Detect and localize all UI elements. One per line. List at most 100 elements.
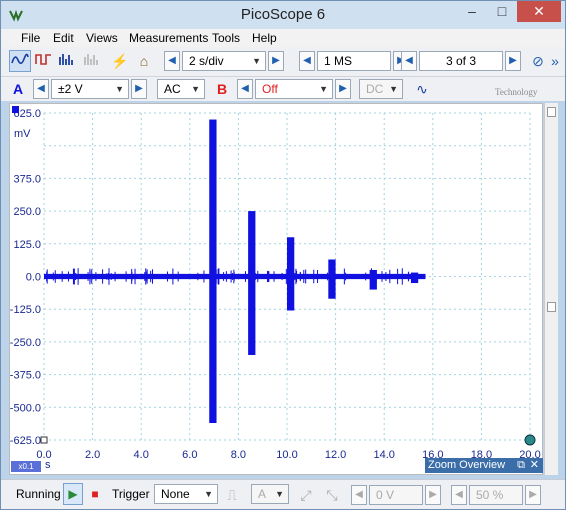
play-button[interactable]: ▶	[63, 483, 83, 505]
pretrigger-increase[interactable]: ▶	[525, 485, 541, 505]
x-tick-label: 2.0	[85, 449, 100, 461]
status-bar: Running ▶ ■ Trigger None ▼ ⎍ A ▼ ⤢ ⤡ ◀ 0 V…	[1, 479, 565, 509]
close-button[interactable]: ✕	[517, 1, 561, 22]
chevron-down-icon: ▼	[252, 56, 261, 66]
channel-a-coupling-select[interactable]: AC ▼	[157, 79, 205, 99]
zoom-overview-bar[interactable]: Zoom Overview ⧉ ✕	[425, 458, 543, 473]
y-tick-label: 625.0	[13, 108, 41, 120]
x-tick-label: 12.0	[325, 449, 346, 461]
channel-b-range-decrease[interactable]: ◀	[237, 79, 253, 99]
waveform-burst	[248, 211, 256, 355]
x-unit-label: s	[45, 459, 51, 471]
minimize-button[interactable]: –	[468, 3, 476, 19]
trigger-label: Trigger	[112, 487, 150, 501]
samples-decrease-arrow[interactable]: ◀	[299, 51, 315, 71]
auto-setup-icon[interactable]: ⚡	[111, 53, 129, 69]
menu-measurements[interactable]: Measurements	[129, 31, 209, 45]
channel-b-coupling-select[interactable]: DC ▼	[359, 79, 403, 99]
close-icon[interactable]: ✕	[529, 459, 539, 471]
scroll-middle-handle[interactable]	[547, 302, 556, 312]
channel-a-range-increase[interactable]: ▶	[131, 79, 147, 99]
threshold-field[interactable]: 0 V	[369, 485, 423, 505]
channel-a-range-decrease[interactable]: ◀	[33, 79, 49, 99]
y-tick-label: 125.0	[13, 239, 41, 251]
scope-mode-icon[interactable]	[9, 50, 31, 72]
waveform-burst	[369, 269, 377, 290]
threshold-decrease[interactable]: ◀	[351, 485, 367, 505]
timebase-increase-arrow[interactable]: ▶	[268, 51, 284, 71]
zoom-overview-label: Zoom Overview	[428, 459, 506, 471]
menu-file[interactable]: File	[21, 31, 41, 45]
x-tick-label: 8.0	[231, 449, 246, 461]
chevron-down-icon: ▼	[115, 84, 124, 94]
oscilloscope-plot[interactable]: 0.0 2.0 4.0 6.0 8.0 10.0 12.0 14.0 16.0 18.0 20.0 6…	[9, 103, 543, 475]
y-tick-label: -625.0	[10, 435, 41, 447]
channel-b-range-select[interactable]: Off ▼	[255, 79, 333, 99]
more-arrow[interactable]: »	[551, 53, 559, 69]
buffer-prev-arrow[interactable]: ◀	[401, 51, 417, 71]
waveform-burst	[287, 237, 295, 311]
signal-generator-icon[interactable]: ∿	[416, 81, 428, 97]
channel-a-coupling: AC	[164, 82, 181, 96]
stop-button[interactable]: ■	[91, 487, 99, 501]
menu-bar: File Edit Views Measurements Tools Help	[1, 29, 565, 47]
maximize-button[interactable]: □	[497, 3, 507, 19]
zoom-origin-handle	[40, 436, 48, 444]
y-tick-label: 250.0	[13, 206, 41, 218]
channel-b-label[interactable]: B	[216, 81, 228, 97]
x-tick-label: 14.0	[373, 449, 394, 461]
waveform-chart: 0.0 2.0 4.0 6.0 8.0 10.0 12.0 14.0 16.0 18.0 20.06…	[10, 106, 541, 461]
samples-select[interactable]: 1 MS	[317, 51, 391, 71]
x-tick-label: 10.0	[276, 449, 297, 461]
default-setup-icon[interactable]: ⌂	[139, 53, 149, 69]
threshold-value: 0 V	[376, 488, 395, 502]
waveform-burst	[410, 272, 419, 284]
buffer-next-arrow[interactable]: ▶	[505, 51, 521, 71]
pretrigger-decrease[interactable]: ◀	[451, 485, 467, 505]
spectrum-mode-icon[interactable]	[56, 50, 78, 72]
menu-tools[interactable]: Tools	[212, 31, 241, 45]
falling-edge-icon[interactable]: ⤡	[326, 487, 338, 503]
y-tick-label: -250.0	[10, 337, 41, 349]
x-tick-label: 4.0	[134, 449, 149, 461]
buffer-value: 3 of 3	[445, 54, 477, 68]
y-tick-label: -375.0	[10, 370, 41, 382]
scroll-top-handle[interactable]	[547, 107, 556, 117]
channel-toolbar: A ◀ ±2 V ▼ ▶ AC ▼ B ◀ Off ▼ ▶ DC ▼ ∿ Technol…	[1, 77, 565, 101]
rising-edge-icon[interactable]: ⤢	[300, 487, 312, 503]
chevron-down-icon: ▼	[389, 84, 398, 94]
pico-logo-text: Technology	[495, 87, 538, 97]
threshold-increase[interactable]: ▶	[425, 485, 441, 505]
y-tick-label: -500.0	[10, 402, 41, 414]
trigger-edge-icon[interactable]: ⎍	[227, 487, 237, 503]
channel-a-range: ±2 V	[58, 82, 83, 96]
main-toolbar: ⚡ ⌂ ◀ 2 s/div▼ ▶ ◀ 1 MS ▶ ◀ 3 of 3 ▶ ⊘ »	[1, 47, 565, 77]
channel-a-marker	[12, 106, 19, 113]
channel-a-label[interactable]: A	[12, 81, 24, 97]
chevron-down-icon: ▼	[319, 84, 328, 94]
menu-help[interactable]: Help	[252, 31, 277, 45]
channel-b-range-increase[interactable]: ▶	[335, 79, 351, 99]
ruler-handle	[524, 434, 536, 446]
trigger-mode-select[interactable]: None ▼	[154, 484, 218, 504]
trigger-source-select[interactable]: A ▼	[251, 484, 289, 504]
timebase-select[interactable]: 2 s/div ▼	[182, 51, 266, 71]
picoscope-app-icon[interactable]	[8, 7, 24, 23]
channel-b-coupling: DC	[366, 82, 384, 96]
pretrigger-value: 50 %	[476, 488, 504, 502]
compass-icon[interactable]: ⊘	[532, 53, 544, 69]
vertical-scrollbar[interactable]	[544, 103, 558, 475]
chevron-down-icon: ▼	[275, 489, 284, 499]
timebase-decrease-arrow[interactable]: ◀	[164, 51, 180, 71]
chevron-down-icon: ▼	[191, 84, 200, 94]
spectrum-persistence-icon[interactable]	[81, 50, 103, 72]
menu-edit[interactable]: Edit	[53, 31, 74, 45]
channel-a-range-select[interactable]: ±2 V ▼	[51, 79, 129, 99]
buffer-navigator[interactable]: 3 of 3	[419, 51, 503, 71]
persistence-mode-icon[interactable]	[33, 50, 55, 72]
menu-views[interactable]: Views	[86, 31, 118, 45]
pretrigger-field[interactable]: 50 %	[469, 485, 523, 505]
restore-icon[interactable]: ⧉	[517, 459, 525, 471]
y-unit-label: mV	[14, 128, 31, 140]
